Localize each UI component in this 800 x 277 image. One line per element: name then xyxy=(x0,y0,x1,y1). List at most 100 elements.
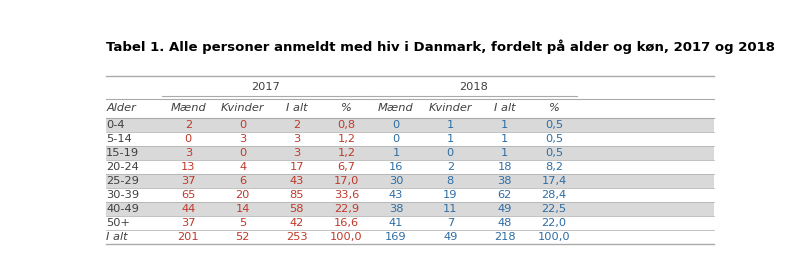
Text: 37: 37 xyxy=(181,176,195,186)
Text: 43: 43 xyxy=(290,176,304,186)
Text: 38: 38 xyxy=(389,204,403,214)
Text: 28,4: 28,4 xyxy=(542,190,566,200)
Text: 30-39: 30-39 xyxy=(106,190,139,200)
Bar xyxy=(106,216,714,230)
Bar xyxy=(106,160,714,174)
Text: I alt: I alt xyxy=(494,103,515,113)
Text: Kvinder: Kvinder xyxy=(221,103,264,113)
Text: 0: 0 xyxy=(239,120,246,130)
Text: 20-24: 20-24 xyxy=(106,162,139,172)
Text: 17,4: 17,4 xyxy=(542,176,566,186)
Text: 17,0: 17,0 xyxy=(334,176,359,186)
Text: 1: 1 xyxy=(501,120,508,130)
Text: 0: 0 xyxy=(393,120,400,130)
Text: 218: 218 xyxy=(494,232,515,242)
Text: 4: 4 xyxy=(239,162,246,172)
Text: 0,5: 0,5 xyxy=(545,148,563,158)
Text: 0: 0 xyxy=(239,148,246,158)
Text: 1: 1 xyxy=(446,120,454,130)
Text: 41: 41 xyxy=(389,218,403,228)
Text: 1: 1 xyxy=(446,134,454,144)
Text: I alt: I alt xyxy=(286,103,308,113)
Text: 49: 49 xyxy=(498,204,512,214)
Text: 201: 201 xyxy=(178,232,199,242)
Text: 44: 44 xyxy=(182,204,195,214)
Text: 1: 1 xyxy=(501,148,508,158)
Text: 25-29: 25-29 xyxy=(106,176,139,186)
Text: 62: 62 xyxy=(498,190,512,200)
Text: 17: 17 xyxy=(290,162,304,172)
Text: 15-19: 15-19 xyxy=(106,148,139,158)
Text: 1,2: 1,2 xyxy=(338,148,355,158)
Text: 5: 5 xyxy=(239,218,246,228)
Text: 52: 52 xyxy=(235,232,250,242)
Text: 169: 169 xyxy=(386,232,407,242)
Text: 16,6: 16,6 xyxy=(334,218,359,228)
Text: 253: 253 xyxy=(286,232,308,242)
Text: 1,2: 1,2 xyxy=(338,134,355,144)
Text: 37: 37 xyxy=(181,218,195,228)
Text: 1: 1 xyxy=(393,148,400,158)
Text: %: % xyxy=(549,103,559,113)
Text: 22,9: 22,9 xyxy=(334,204,359,214)
Text: 3: 3 xyxy=(239,134,246,144)
Text: 8: 8 xyxy=(446,176,454,186)
Text: 40-49: 40-49 xyxy=(106,204,139,214)
Text: 16: 16 xyxy=(389,162,403,172)
Bar xyxy=(106,174,714,188)
Text: Kvinder: Kvinder xyxy=(429,103,472,113)
Text: 22,5: 22,5 xyxy=(542,204,566,214)
Text: 30: 30 xyxy=(389,176,403,186)
Text: 7: 7 xyxy=(446,218,454,228)
Text: 18: 18 xyxy=(498,162,512,172)
Text: 85: 85 xyxy=(290,190,304,200)
Text: 6: 6 xyxy=(239,176,246,186)
Bar xyxy=(106,146,714,160)
Text: 20: 20 xyxy=(235,190,250,200)
Text: 22,0: 22,0 xyxy=(542,218,566,228)
Text: 14: 14 xyxy=(235,204,250,214)
Text: 49: 49 xyxy=(443,232,458,242)
Text: Mænd: Mænd xyxy=(378,103,414,113)
Bar xyxy=(106,230,714,244)
Text: 13: 13 xyxy=(181,162,195,172)
Text: 2: 2 xyxy=(294,120,301,130)
Text: 100,0: 100,0 xyxy=(330,232,362,242)
Bar xyxy=(106,132,714,146)
Text: 3: 3 xyxy=(185,148,192,158)
Text: 0: 0 xyxy=(393,134,400,144)
Bar xyxy=(106,188,714,202)
Text: 0: 0 xyxy=(446,148,454,158)
Text: 33,6: 33,6 xyxy=(334,190,359,200)
Text: I alt: I alt xyxy=(106,232,128,242)
Text: 50+: 50+ xyxy=(106,218,130,228)
Text: 3: 3 xyxy=(294,134,301,144)
Bar xyxy=(106,118,714,132)
Text: 8,2: 8,2 xyxy=(545,162,563,172)
Text: 11: 11 xyxy=(443,204,458,214)
Text: 2017: 2017 xyxy=(251,82,280,92)
Text: 1: 1 xyxy=(501,134,508,144)
Text: 2018: 2018 xyxy=(459,82,488,92)
Text: 2: 2 xyxy=(446,162,454,172)
Text: 0,5: 0,5 xyxy=(545,134,563,144)
Text: Alder: Alder xyxy=(106,103,136,113)
Text: 2: 2 xyxy=(185,120,192,130)
Text: 6,7: 6,7 xyxy=(338,162,355,172)
Bar xyxy=(106,202,714,216)
Text: 100,0: 100,0 xyxy=(538,232,570,242)
Text: 0,8: 0,8 xyxy=(338,120,355,130)
Text: 48: 48 xyxy=(498,218,512,228)
Text: 0-4: 0-4 xyxy=(106,120,125,130)
Text: Tabel 1. Alle personer anmeldt med hiv i Danmark, fordelt på alder og køn, 2017 : Tabel 1. Alle personer anmeldt med hiv i… xyxy=(106,40,775,54)
Text: 5-14: 5-14 xyxy=(106,134,132,144)
Text: 65: 65 xyxy=(181,190,195,200)
Text: 0: 0 xyxy=(185,134,192,144)
Text: Mænd: Mænd xyxy=(170,103,206,113)
Text: 38: 38 xyxy=(498,176,512,186)
Text: 42: 42 xyxy=(290,218,304,228)
Text: %: % xyxy=(341,103,352,113)
Text: 58: 58 xyxy=(290,204,304,214)
Text: 19: 19 xyxy=(443,190,458,200)
Text: 3: 3 xyxy=(294,148,301,158)
